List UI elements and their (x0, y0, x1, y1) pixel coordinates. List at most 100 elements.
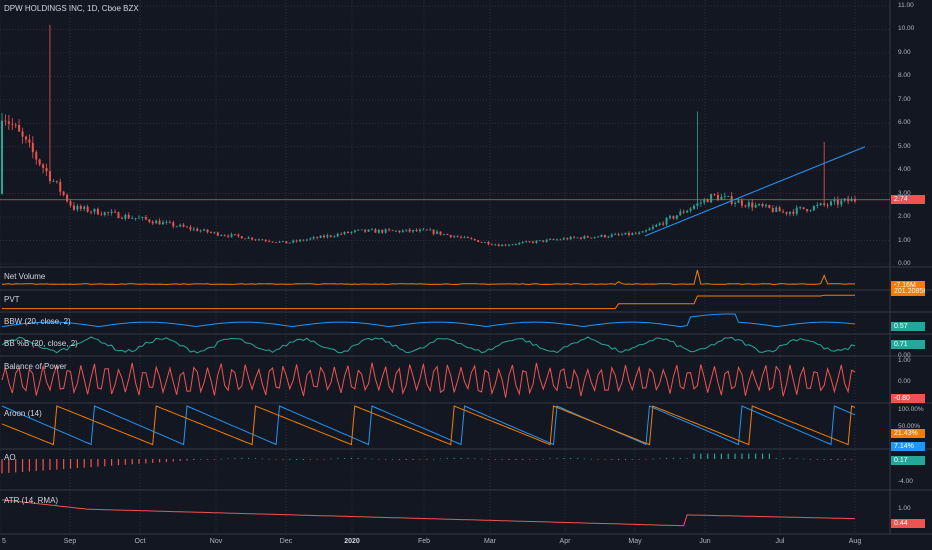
candle-body-46 (158, 220, 161, 225)
ao-bar-226 (775, 458, 777, 459)
candle-body-99 (340, 233, 343, 235)
candle-body-242 (830, 201, 833, 206)
candle-body-41 (141, 217, 144, 218)
candle-body-97 (333, 236, 336, 238)
candle-body-84 (288, 242, 291, 244)
candle-body-103 (353, 230, 356, 232)
ao-bar-76 (261, 458, 263, 460)
candle-body-107 (367, 229, 370, 232)
candle-body-36 (124, 214, 127, 219)
candle-body-137 (470, 238, 473, 239)
candle-body-14 (48, 171, 51, 182)
candle-body-182 (624, 232, 627, 235)
candle-body-158 (542, 240, 545, 242)
pane-label-4[interactable]: Balance of Power (4, 362, 67, 371)
candle-body-199 (682, 211, 685, 213)
candle-body-175 (600, 235, 603, 237)
candle-body-3 (11, 123, 14, 125)
ao-bar-58 (200, 459, 202, 460)
ao-bar-134 (460, 458, 462, 459)
candle-body-89 (305, 239, 308, 241)
candle-body-186 (638, 232, 641, 234)
candle-body-13 (45, 167, 48, 172)
ao-bar-26 (90, 459, 92, 468)
pane-value-7-0: 1.00 (898, 505, 911, 512)
ao-bar-234 (803, 458, 805, 460)
ao-bar-94 (323, 459, 325, 460)
candle-body-223 (764, 205, 767, 207)
price-tick-label: 9.00 (898, 48, 911, 56)
ao-bar-136 (467, 458, 469, 459)
pane-value-0-0: -7.16M (891, 281, 925, 290)
candle-body-110 (377, 229, 380, 233)
time-tick-label: Sep (63, 538, 77, 545)
ao-bar-222 (761, 453, 764, 459)
candle-body-216 (740, 200, 743, 206)
ao-bar-218 (748, 453, 750, 459)
pane-value-3-1: 0.71 (891, 340, 925, 349)
ao-bar-98 (337, 458, 339, 459)
candle-body-124 (425, 229, 428, 231)
ao-bar-202 (693, 453, 695, 459)
candle-body-188 (645, 230, 648, 232)
ao-bar-184 (631, 459, 633, 460)
ao-bar-102 (350, 458, 353, 459)
candle-body-28 (96, 208, 99, 215)
candle-body-229 (785, 211, 788, 214)
candle-body-147 (504, 244, 507, 246)
candle-body-67 (230, 234, 233, 237)
candle-body-231 (792, 211, 795, 214)
candle-body-101 (346, 231, 349, 233)
candle-body-24 (83, 206, 86, 209)
candle-body-243 (833, 199, 836, 202)
candle-body-160 (549, 239, 552, 240)
candle-body-208 (713, 194, 716, 196)
candle-body-11 (38, 159, 41, 165)
pane-value-2-0: 0.57 (891, 322, 925, 331)
candle-body-30 (103, 212, 106, 215)
candle-body-25 (86, 206, 89, 212)
pane-value-4-2: -0.80 (891, 394, 925, 403)
pane-label-3[interactable]: BB %B (20, close, 2) (4, 339, 78, 348)
pane-label-5[interactable]: Aroon (14) (4, 409, 42, 418)
ao-bar-24 (83, 459, 85, 468)
candle-body-96 (329, 235, 332, 237)
trendline (644, 146, 866, 237)
candle-body-34 (117, 212, 120, 219)
candle-body-194 (665, 217, 668, 225)
price-tick-label: 6.00 (898, 119, 911, 127)
pane-value-7-1: 0.44 (891, 519, 925, 528)
candle-body-136 (466, 236, 469, 239)
ao-bar-122 (419, 459, 421, 460)
pane-label-7[interactable]: ATR (14, RMA) (4, 496, 59, 505)
pane-value-6-1: -4.00 (898, 478, 913, 485)
candle-body-94 (323, 235, 326, 238)
candle-body-217 (744, 205, 747, 207)
candle-body-1 (4, 120, 7, 122)
candle-body-102 (350, 231, 353, 233)
candle-body-177 (607, 236, 610, 238)
candle-body-181 (621, 234, 624, 236)
ao-bar-68 (234, 458, 236, 459)
ao-bar-0 (1, 459, 3, 474)
candle-body-148 (508, 244, 511, 246)
ao-bar-230 (789, 458, 791, 459)
candle-body-151 (518, 242, 521, 245)
candle-body-143 (490, 244, 493, 246)
pane-label-1[interactable]: PVT (4, 295, 20, 304)
ao-bar-154 (528, 459, 531, 460)
ao-bar-52 (179, 459, 181, 461)
price-tick-label: 10.00 (898, 25, 915, 33)
pane-label-0[interactable]: Net Volume (4, 272, 46, 281)
candle-body-131 (449, 234, 452, 238)
candle-body-40 (138, 217, 141, 219)
pane-label-6[interactable]: AO (4, 453, 16, 462)
candle-body-130 (446, 234, 449, 235)
candle-body-111 (381, 229, 384, 233)
candle-body-52 (179, 224, 182, 227)
candle-body-32 (110, 211, 113, 213)
ao-bar-20 (69, 459, 72, 469)
pane-label-2[interactable]: BBW (20, close, 2) (4, 317, 71, 326)
price-tick-label: 1.00 (898, 236, 911, 244)
